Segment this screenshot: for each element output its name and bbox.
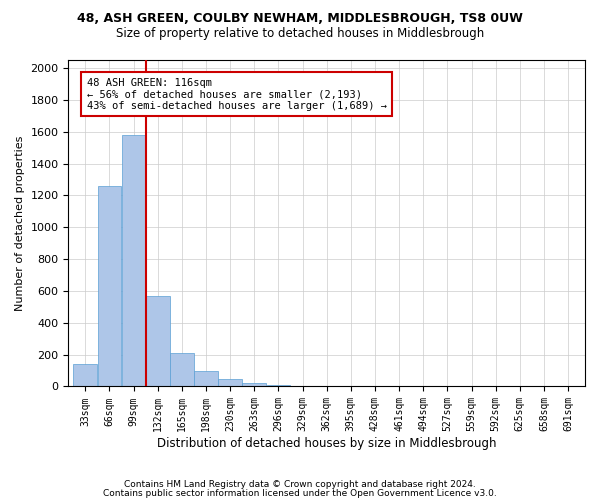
Bar [122, 135, 145, 386]
Bar [266, 385, 290, 386]
Text: 48 ASH GREEN: 116sqm
← 56% of detached houses are smaller (2,193)
43% of semi-de: 48 ASH GREEN: 116sqm ← 56% of detached h… [86, 78, 386, 110]
Bar [170, 353, 194, 386]
Bar [146, 296, 170, 386]
Bar [242, 384, 266, 386]
Text: 48, ASH GREEN, COULBY NEWHAM, MIDDLESBROUGH, TS8 0UW: 48, ASH GREEN, COULBY NEWHAM, MIDDLESBRO… [77, 12, 523, 26]
Bar [218, 378, 242, 386]
Text: Size of property relative to detached houses in Middlesbrough: Size of property relative to detached ho… [116, 28, 484, 40]
Bar [194, 372, 218, 386]
Bar [98, 186, 121, 386]
Text: Contains HM Land Registry data © Crown copyright and database right 2024.: Contains HM Land Registry data © Crown c… [124, 480, 476, 489]
Bar [73, 364, 97, 386]
X-axis label: Distribution of detached houses by size in Middlesbrough: Distribution of detached houses by size … [157, 437, 496, 450]
Text: Contains public sector information licensed under the Open Government Licence v3: Contains public sector information licen… [103, 488, 497, 498]
Y-axis label: Number of detached properties: Number of detached properties [15, 136, 25, 311]
